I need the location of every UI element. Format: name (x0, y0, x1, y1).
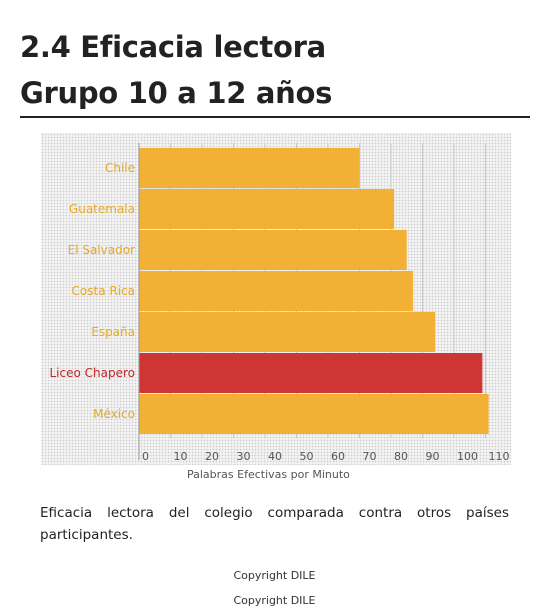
title-divider (20, 116, 530, 118)
x-tick-label: 70 (363, 450, 377, 463)
category-label: Costa Rica (72, 284, 135, 298)
bar-6 (139, 394, 489, 434)
x-tick-label: 0 (142, 450, 149, 463)
category-label: Guatemala (69, 202, 135, 216)
x-tick-label: 30 (237, 450, 251, 463)
category-label: España (91, 325, 135, 339)
bar-2 (139, 230, 407, 270)
x-tick-label: 10 (174, 450, 188, 463)
category-label: Chile (105, 161, 135, 175)
copyright-text-2: Copyright DILE (233, 594, 316, 607)
category-label: México (93, 407, 135, 421)
bar-4 (139, 312, 436, 352)
bar-5 (139, 353, 483, 393)
x-tick-label: 80 (394, 450, 408, 463)
chart-caption: Eficacia lectora del colegio comparada c… (40, 505, 509, 543)
bar-1 (139, 189, 395, 229)
bar-chart: Chile Guatemala El Salvador Costa Rica Españ… (49, 143, 510, 463)
title-line-1: 2.4 Eficacia lectora (20, 30, 326, 64)
x-tick-label: 100 (457, 450, 478, 463)
x-tick-label: 50 (300, 450, 314, 463)
category-label: Liceo Chapero (49, 366, 135, 380)
bar-3 (139, 271, 414, 311)
x-axis-label: Palabras Efectivas por Minuto (187, 468, 350, 481)
x-tick-label: 40 (268, 450, 282, 463)
x-tick-label: 90 (426, 450, 440, 463)
page-title: 2.4 Eficacia lectora Grupo 10 a 12 años (20, 24, 530, 116)
bar-0 (139, 148, 360, 188)
title-line-2: Grupo 10 a 12 años (20, 76, 333, 110)
category-label: El Salvador (68, 243, 135, 257)
x-tick-label: 20 (205, 450, 219, 463)
x-tick-label: 110 (489, 450, 510, 463)
copyright-text-1: Copyright DILE (233, 569, 316, 582)
x-tick-label: 60 (331, 450, 345, 463)
